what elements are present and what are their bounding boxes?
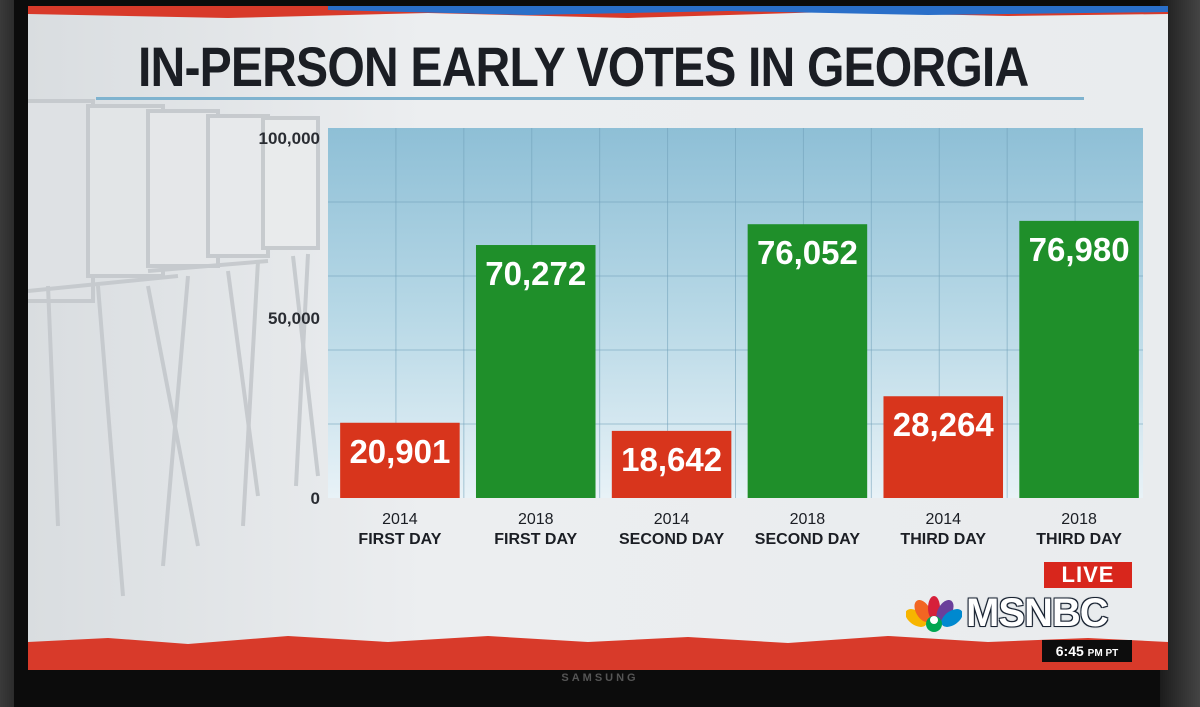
title-underline [96,97,1084,100]
bar [611,430,732,498]
x-tick-label-year: 2018 [518,511,554,528]
x-tick-label-year: 2014 [382,511,418,528]
x-tick-label-day: FIRST DAY [494,531,577,548]
tv-screen: IN-PERSON EARLY VOTES IN GEORGIA 0 50,000… [28,6,1168,670]
bar-value-label: 20,901 [349,433,450,470]
bar-value-label: 28,264 [893,406,995,443]
x-tick-label-day: FIRST DAY [358,531,441,548]
network-logo: MSNBC [906,591,1109,636]
bar [1019,220,1139,498]
network-name: MSNBC [966,591,1109,635]
x-tick-label-day: THIRD DAY [900,531,986,548]
y-tick-label: 0 [311,489,320,508]
y-axis-ticks: 0 50,000 100,000 [259,129,320,508]
bar [340,422,460,498]
peacock-icon [906,595,962,632]
x-tick-label-day: SECOND DAY [619,531,725,548]
broadcast-clock: 6:45 PM PT [1042,640,1132,662]
y-tick-label: 50,000 [268,309,320,328]
x-tick-label-year: 2018 [790,511,826,528]
bar-value-label: 18,642 [621,441,722,478]
bar-value-label: 76,980 [1029,231,1130,268]
x-tick-label-day: THIRD DAY [1036,531,1122,548]
x-tick-label-year: 2014 [925,511,961,528]
voting-booths-decoration [28,99,320,597]
chart-title: IN-PERSON EARLY VOTES IN GEORGIA [138,35,1029,98]
bottom-banner-red [28,636,1168,670]
live-badge: LIVE [1044,562,1132,588]
clock-time: 6:45 [1055,643,1084,659]
tv-brand-label: SAMSUNG [561,672,639,684]
y-tick-label: 100,000 [259,129,320,148]
x-tick-label-day: SECOND DAY [755,531,861,548]
bars: 20,901 70,272 18,642 76,052 28,264 76,980 [340,220,1139,498]
bar [883,396,1004,498]
x-axis-labels: 2014 FIRST DAY 2018 FIRST DAY 2014 SECOND DAY… [358,511,1122,548]
x-tick-label-year: 2018 [1061,511,1097,528]
clock-timezone: PM PT [1087,648,1119,659]
top-banner-blue [328,6,1168,15]
x-tick-label-year: 2014 [654,511,690,528]
bar-value-label: 70,272 [485,255,586,292]
bar-value-label: 76,052 [757,234,858,271]
bar [475,245,596,498]
bar [747,224,868,498]
